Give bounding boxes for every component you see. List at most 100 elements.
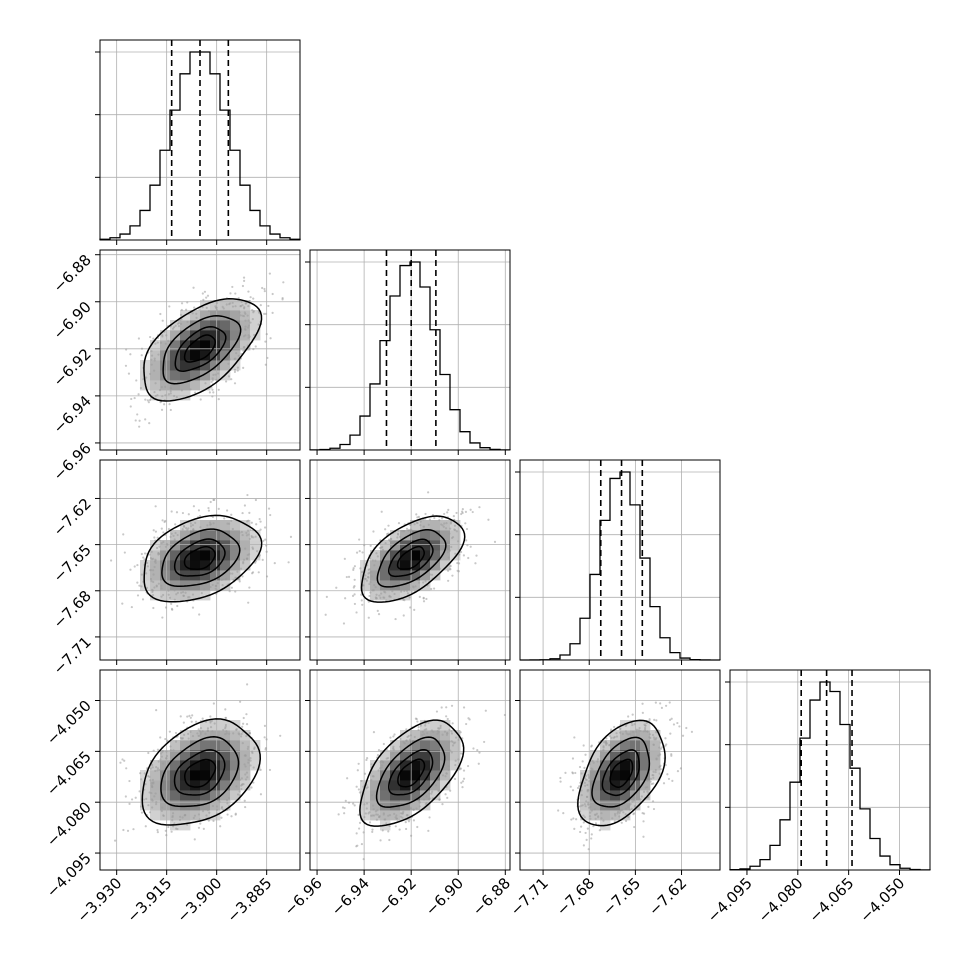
density-cell-2-0-10-7 xyxy=(200,580,211,591)
sample-point-3-2-720 xyxy=(624,813,627,816)
sample-point-3-0-325 xyxy=(207,729,210,732)
sample-point-2-1-414 xyxy=(422,525,425,528)
sample-point-1-0-532 xyxy=(239,314,242,317)
sample-point-3-2-92 xyxy=(589,811,592,814)
sample-point-3-1-81 xyxy=(370,779,373,782)
sample-point-3-1-578 xyxy=(343,812,346,815)
sample-point-2-1-849 xyxy=(448,549,451,552)
density-cell-3-0-5-5 xyxy=(150,810,161,821)
sample-point-2-0-79 xyxy=(158,545,161,548)
density-cell-3-0-6-10 xyxy=(160,760,171,771)
sample-point-2-0-508 xyxy=(168,596,172,599)
sample-point-3-2-238 xyxy=(633,723,636,726)
density-cell-2-0-10-9 xyxy=(200,560,211,571)
sample-point-3-1-853 xyxy=(438,789,441,792)
sample-point-2-1-784 xyxy=(362,584,365,587)
sample-point-2-0-657 xyxy=(167,593,170,596)
sample-point-1-0-77 xyxy=(186,320,189,323)
sample-point-3-2-722 xyxy=(582,814,585,817)
density-cell-2-0-14-10 xyxy=(240,550,251,561)
density-cell-3-0-6-6 xyxy=(160,800,171,811)
sample-point-2-0-641 xyxy=(191,523,194,527)
sample-point-2-0-890 xyxy=(217,507,220,510)
sample-point-3-2-432 xyxy=(671,779,674,782)
sample-point-3-0-554 xyxy=(126,829,130,832)
sample-point-3-1-109 xyxy=(435,710,439,713)
sample-point-3-2-642 xyxy=(589,817,592,820)
sample-point-3-0-15 xyxy=(265,738,268,741)
density-cell-2-0-12-8 xyxy=(220,570,231,581)
sample-point-3-1-188 xyxy=(370,763,373,766)
density-cell-2-0-11-13 xyxy=(210,520,221,531)
density-cell-3-0-10-10 xyxy=(200,760,211,771)
density-cell-3-1-9-11 xyxy=(400,750,411,761)
sample-point-3-1-537 xyxy=(360,779,363,783)
sample-point-3-1-460 xyxy=(365,787,368,790)
sample-point-3-0-433 xyxy=(139,805,143,808)
sample-point-3-0-300 xyxy=(230,815,233,818)
sample-point-2-0-143 xyxy=(161,519,164,522)
sample-point-2-0-655 xyxy=(162,593,165,597)
sample-point-3-2-49 xyxy=(599,750,603,753)
sample-point-2-0-810 xyxy=(182,594,185,597)
sample-point-3-1-649 xyxy=(410,834,413,837)
sample-point-3-2-75 xyxy=(654,768,657,772)
sample-point-2-0-194 xyxy=(226,509,229,512)
sample-point-3-1-195 xyxy=(362,858,365,861)
sample-point-1-0-628 xyxy=(237,354,240,357)
density-cell-3-0-9-12 xyxy=(190,740,201,751)
sample-point-3-0-363 xyxy=(179,815,182,818)
x-tick-label-param-3-3: −4.050 xyxy=(856,874,908,926)
sample-point-2-1-128 xyxy=(449,568,452,571)
sample-point-2-0-92 xyxy=(175,511,179,514)
sample-point-3-2-20 xyxy=(670,753,673,756)
density-cell-1-0-7-11 xyxy=(170,330,181,341)
sample-point-2-0-23 xyxy=(162,540,165,544)
sample-point-2-0-877 xyxy=(248,553,251,556)
sample-point-3-2-231 xyxy=(580,772,583,775)
sample-point-2-1-842 xyxy=(467,556,470,560)
density-cell-3-0-10-7 xyxy=(200,790,211,801)
sample-point-2-0-401 xyxy=(155,585,158,588)
sample-point-3-1-419 xyxy=(431,790,434,793)
sample-point-3-1-210 xyxy=(392,745,395,748)
sample-point-3-0-112 xyxy=(148,775,151,778)
sample-point-2-0-486 xyxy=(249,528,252,532)
sample-point-1-0-300 xyxy=(215,301,219,305)
sample-point-2-0-790 xyxy=(238,580,241,583)
density-cell-3-0-13-7 xyxy=(230,790,241,801)
density-cell-2-0-10-8 xyxy=(200,570,211,581)
sample-point-2-1-781 xyxy=(405,589,409,592)
sample-point-3-0-606 xyxy=(264,747,268,750)
sample-point-3-0-700 xyxy=(225,799,229,802)
sample-point-3-0-565 xyxy=(189,730,192,734)
density-cell-2-0-5-7 xyxy=(150,580,161,591)
density-cell-3-0-15-12 xyxy=(250,740,261,751)
sample-point-3-0-63 xyxy=(139,772,142,775)
sample-point-3-1-275 xyxy=(441,733,444,736)
sample-point-3-0-351 xyxy=(279,734,282,737)
sample-point-2-1-346 xyxy=(371,559,374,562)
sample-point-3-1-815 xyxy=(454,736,458,739)
sample-point-2-0-688 xyxy=(242,560,245,564)
sample-point-2-0-543 xyxy=(154,530,157,533)
sample-point-1-0-503 xyxy=(144,398,147,401)
sample-point-2-1-402 xyxy=(417,581,421,584)
density-cell-1-0-8-11 xyxy=(180,330,191,341)
sample-point-3-1-4 xyxy=(360,842,363,846)
sample-point-3-2-290 xyxy=(573,736,576,739)
sample-point-1-0-372 xyxy=(247,290,250,293)
sample-point-2-1-90 xyxy=(474,562,477,565)
sample-point-2-0-135 xyxy=(239,567,243,570)
sample-point-3-2-411 xyxy=(570,818,573,821)
sample-point-2-0-232 xyxy=(264,538,267,541)
sample-point-3-2-100 xyxy=(587,773,590,776)
sample-point-2-0-702 xyxy=(262,539,265,542)
sample-point-1-0-845 xyxy=(146,399,149,402)
sample-point-1-0-601 xyxy=(135,379,138,382)
sample-point-2-0-312 xyxy=(152,529,155,532)
density-cell-3-2-8-6 xyxy=(600,800,611,811)
sample-point-3-0-416 xyxy=(244,773,247,776)
sample-point-3-0-443 xyxy=(243,799,246,802)
